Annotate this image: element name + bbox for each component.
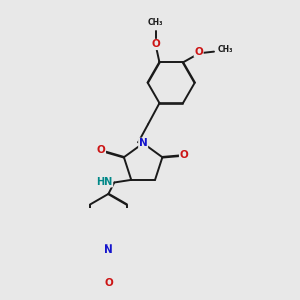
- Text: N: N: [139, 138, 148, 148]
- Text: O: O: [180, 150, 188, 160]
- Text: O: O: [151, 39, 160, 50]
- Text: O: O: [104, 278, 113, 288]
- Text: HN: HN: [96, 177, 112, 187]
- Text: O: O: [97, 145, 105, 155]
- Text: N: N: [104, 244, 113, 254]
- Text: CH₃: CH₃: [217, 46, 233, 55]
- Text: O: O: [194, 46, 203, 57]
- Text: CH₃: CH₃: [148, 18, 163, 27]
- Text: N: N: [104, 245, 113, 255]
